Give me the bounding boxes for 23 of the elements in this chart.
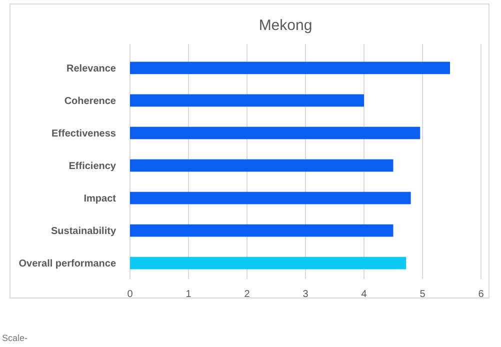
bar: [130, 224, 394, 237]
x-tick-label: 0: [127, 289, 134, 300]
chart-title: Mekong: [258, 17, 312, 34]
y-tick-label: Effectiveness: [52, 128, 116, 140]
x-tick-label: 5: [420, 289, 426, 300]
x-tick-label: 6: [478, 289, 484, 300]
x-tick-label: 3: [302, 289, 309, 300]
x-tick-label: 2: [244, 289, 250, 300]
y-tick-label: Overall performance: [18, 258, 116, 270]
bar: [130, 159, 394, 172]
y-tick-label: Sustainability: [50, 226, 116, 238]
bar: [130, 126, 420, 140]
x-tick-label: 4: [361, 289, 368, 300]
bar: [130, 192, 411, 204]
y-tick-label: Coherence: [64, 96, 116, 107]
y-tick-label: Efficiency: [68, 161, 116, 172]
x-tick-label: 1: [186, 289, 192, 300]
text: Scale-: [2, 333, 28, 343]
y-tick-label: Impact: [84, 194, 117, 205]
y-tick-label: Relevance: [66, 63, 116, 74]
bar: [130, 62, 450, 74]
bar: [130, 256, 406, 270]
bar: [130, 94, 364, 107]
